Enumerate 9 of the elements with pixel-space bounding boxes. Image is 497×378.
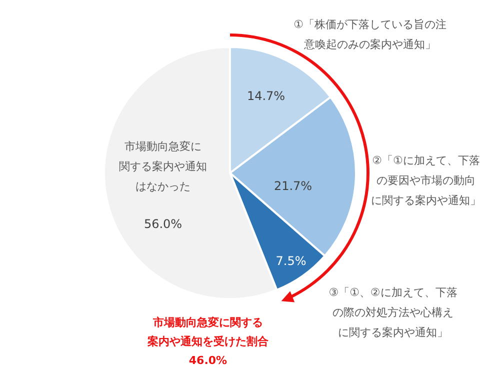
slice-label: 市場動向急変に関する案内や通知はなかった [119, 140, 207, 193]
data-label: 14.7% [246, 89, 286, 103]
slice-label: ①「株価が下落している旨の注意喚起のみの案内や通知」 [294, 18, 446, 51]
data-label: 7.5% [276, 254, 306, 268]
slice-label: ③「①、②に加えて、下落の際の対処方法や心構えに関する案内や通知」 [328, 286, 458, 339]
slice-label: ②「①に加えて、下落の要因や市場の動向に関する案内や通知」 [371, 154, 481, 207]
data-label: 21.7% [274, 179, 312, 193]
data-label: 56.0% [144, 217, 182, 231]
text: 市場動向急変に関する案内や通知を受けた割合46.0% [146, 316, 270, 367]
